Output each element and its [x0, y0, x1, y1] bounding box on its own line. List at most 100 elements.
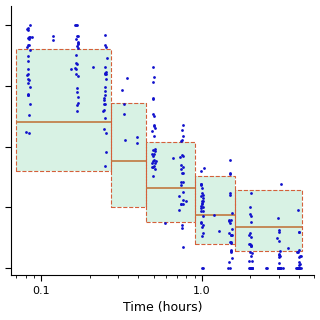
Point — [198, 169, 204, 174]
Point — [297, 261, 302, 267]
Point — [296, 254, 301, 259]
Point — [200, 213, 205, 218]
Point — [103, 76, 108, 81]
Point — [181, 170, 186, 175]
Point — [26, 72, 31, 77]
Point — [102, 43, 108, 48]
Point — [225, 266, 230, 271]
Point — [121, 112, 126, 117]
Point — [102, 126, 107, 132]
Point — [152, 123, 157, 128]
Point — [227, 230, 232, 236]
Point — [151, 111, 156, 116]
Point — [228, 190, 233, 195]
Point — [26, 36, 31, 42]
Point — [26, 92, 31, 97]
Point — [102, 72, 107, 77]
Point — [276, 266, 281, 271]
Point — [294, 266, 299, 271]
Point — [229, 233, 234, 238]
Point — [103, 88, 108, 93]
Point — [124, 76, 129, 81]
Point — [199, 199, 204, 204]
Point — [27, 102, 32, 107]
Point — [101, 96, 106, 101]
Point — [277, 254, 282, 259]
Point — [149, 128, 154, 133]
Point — [75, 103, 80, 108]
Point — [101, 101, 106, 107]
Point — [152, 164, 157, 169]
Point — [295, 250, 300, 255]
Point — [286, 245, 291, 250]
Point — [75, 108, 80, 114]
Point — [247, 242, 252, 247]
Point — [228, 248, 233, 253]
Point — [249, 266, 254, 271]
Point — [296, 266, 301, 271]
Point — [276, 266, 282, 271]
Point — [277, 229, 282, 235]
Point — [226, 218, 231, 223]
Point — [25, 53, 30, 59]
Point — [73, 22, 78, 28]
Point — [104, 56, 109, 61]
Bar — [16, 49, 111, 171]
Point — [202, 166, 207, 171]
Point — [152, 113, 157, 118]
Point — [25, 81, 30, 86]
Point — [178, 182, 183, 188]
Point — [150, 147, 155, 152]
Point — [120, 87, 125, 92]
Point — [27, 77, 32, 83]
Point — [151, 95, 156, 100]
Point — [227, 259, 232, 264]
Point — [179, 202, 184, 207]
Bar — [146, 142, 195, 222]
Point — [179, 163, 184, 168]
Point — [200, 266, 205, 271]
Point — [151, 159, 156, 164]
Point — [103, 69, 108, 75]
Point — [198, 220, 204, 225]
Point — [277, 266, 282, 271]
Point — [249, 266, 254, 271]
Point — [102, 70, 107, 76]
Point — [180, 226, 185, 231]
Point — [296, 266, 301, 271]
Point — [200, 230, 205, 235]
Point — [276, 266, 281, 271]
Point — [102, 108, 107, 113]
Point — [23, 130, 28, 135]
Point — [198, 181, 204, 187]
Point — [68, 66, 73, 71]
Point — [151, 97, 156, 102]
Point — [297, 266, 302, 271]
Point — [26, 76, 31, 81]
Point — [27, 84, 32, 90]
Point — [227, 217, 232, 222]
Point — [295, 250, 300, 255]
Point — [74, 72, 79, 77]
Bar — [235, 190, 302, 251]
Point — [280, 266, 285, 271]
Point — [298, 253, 303, 258]
Point — [28, 47, 33, 52]
Point — [180, 153, 185, 158]
Bar — [146, 142, 195, 222]
Bar — [16, 49, 111, 171]
Point — [276, 260, 281, 266]
Point — [25, 25, 30, 30]
Point — [297, 266, 302, 271]
Point — [28, 34, 33, 39]
Point — [73, 67, 78, 72]
Point — [152, 160, 157, 165]
Point — [74, 36, 79, 41]
Point — [76, 45, 81, 50]
Point — [179, 167, 184, 172]
Point — [227, 220, 232, 225]
Point — [103, 164, 108, 169]
Point — [75, 40, 80, 45]
Point — [200, 205, 205, 210]
Point — [51, 33, 56, 38]
